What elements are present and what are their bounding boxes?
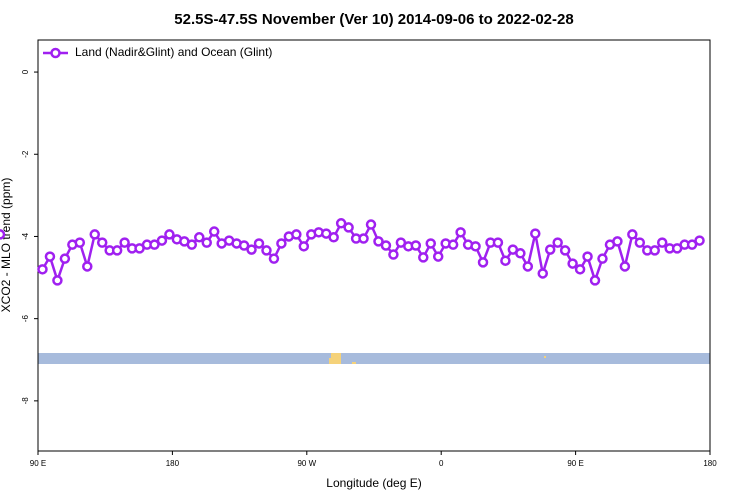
data-point xyxy=(515,248,526,259)
data-point xyxy=(582,251,593,262)
y-tick-label: -4 xyxy=(21,232,30,240)
data-point xyxy=(119,237,130,248)
data-point xyxy=(589,275,601,286)
data-point xyxy=(634,237,646,248)
data-point xyxy=(388,249,399,260)
data-point xyxy=(694,235,705,246)
data-point xyxy=(447,239,459,250)
data-point xyxy=(149,239,160,250)
data-point xyxy=(291,229,302,240)
y-tick-label: 0 xyxy=(21,69,30,74)
data-point xyxy=(470,241,481,252)
data-point xyxy=(261,245,272,256)
y-tick-label: -8 xyxy=(21,397,30,405)
x-tick-label: 90 E xyxy=(30,459,46,468)
data-point xyxy=(52,275,63,286)
data-point xyxy=(328,232,339,243)
data-point xyxy=(597,253,608,264)
data-point xyxy=(567,258,578,269)
data-point xyxy=(164,229,175,240)
data-point xyxy=(544,244,556,255)
data-point xyxy=(238,240,250,251)
data-point xyxy=(522,261,534,272)
plot-frame xyxy=(37,39,711,452)
data-point xyxy=(201,237,212,248)
x-tick-label: 90 E xyxy=(567,459,583,468)
data-point xyxy=(335,218,347,229)
data-point xyxy=(186,239,198,250)
data-point xyxy=(686,239,698,250)
y-tick-label: -2 xyxy=(21,150,30,158)
data-point xyxy=(0,229,6,240)
data-point xyxy=(276,238,287,249)
data-point xyxy=(619,261,631,272)
legend-label: Land (Nadir&Glint) and Ocean (Glint) xyxy=(75,45,272,59)
data-point xyxy=(343,222,354,233)
data-point xyxy=(44,251,56,262)
data-point xyxy=(500,255,511,266)
land-strip xyxy=(38,353,710,364)
data-point xyxy=(156,235,168,246)
y-axis-label: XCO2 - MLO trend (ppm) xyxy=(0,178,13,313)
data-point xyxy=(627,229,638,240)
x-tick-label: 180 xyxy=(166,459,180,468)
data-point xyxy=(111,245,123,256)
data-point xyxy=(89,229,100,240)
data-point xyxy=(380,240,392,251)
data-point xyxy=(373,236,384,247)
data-point xyxy=(74,237,86,248)
data-point xyxy=(365,219,377,230)
data-point xyxy=(455,227,466,238)
data-point xyxy=(612,236,623,247)
data-point xyxy=(246,244,257,255)
data-point xyxy=(410,240,422,251)
data-point xyxy=(559,245,571,256)
data-point xyxy=(37,264,48,275)
chart-title: 52.5S-47.5S November (Ver 10) 2014-09-06… xyxy=(174,11,573,28)
data-point xyxy=(432,251,444,262)
data-point xyxy=(656,237,668,248)
x-tick-label: 90 W xyxy=(297,459,316,468)
data-point xyxy=(253,238,265,249)
x-tick-label: 0 xyxy=(439,459,444,468)
data-point xyxy=(358,233,369,244)
data-point xyxy=(268,253,280,264)
x-axis-label: Longitude (deg E) xyxy=(326,476,421,490)
data-point xyxy=(492,237,504,248)
data-point xyxy=(418,252,429,263)
x-tick-label: 180 xyxy=(703,459,717,468)
data-point xyxy=(208,226,220,237)
data-point xyxy=(82,261,93,272)
y-tick-label: -6 xyxy=(21,315,30,323)
data-point xyxy=(194,232,205,243)
legend-marker xyxy=(50,47,61,59)
data-point xyxy=(59,253,71,264)
data-point xyxy=(96,237,108,248)
data-point xyxy=(530,228,541,239)
data-point xyxy=(552,237,563,248)
data-point xyxy=(477,257,489,268)
data-point xyxy=(298,241,310,252)
data-point xyxy=(574,264,586,275)
data-point xyxy=(649,245,660,256)
data-point xyxy=(537,268,548,279)
data-point xyxy=(425,238,436,249)
